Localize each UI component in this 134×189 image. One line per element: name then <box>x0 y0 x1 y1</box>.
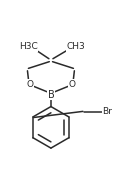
Text: O: O <box>27 80 34 89</box>
Text: CH3: CH3 <box>66 42 85 51</box>
Text: B: B <box>48 90 54 99</box>
Text: H3C: H3C <box>19 42 38 51</box>
Text: Br: Br <box>102 107 112 116</box>
Text: O: O <box>68 80 75 89</box>
